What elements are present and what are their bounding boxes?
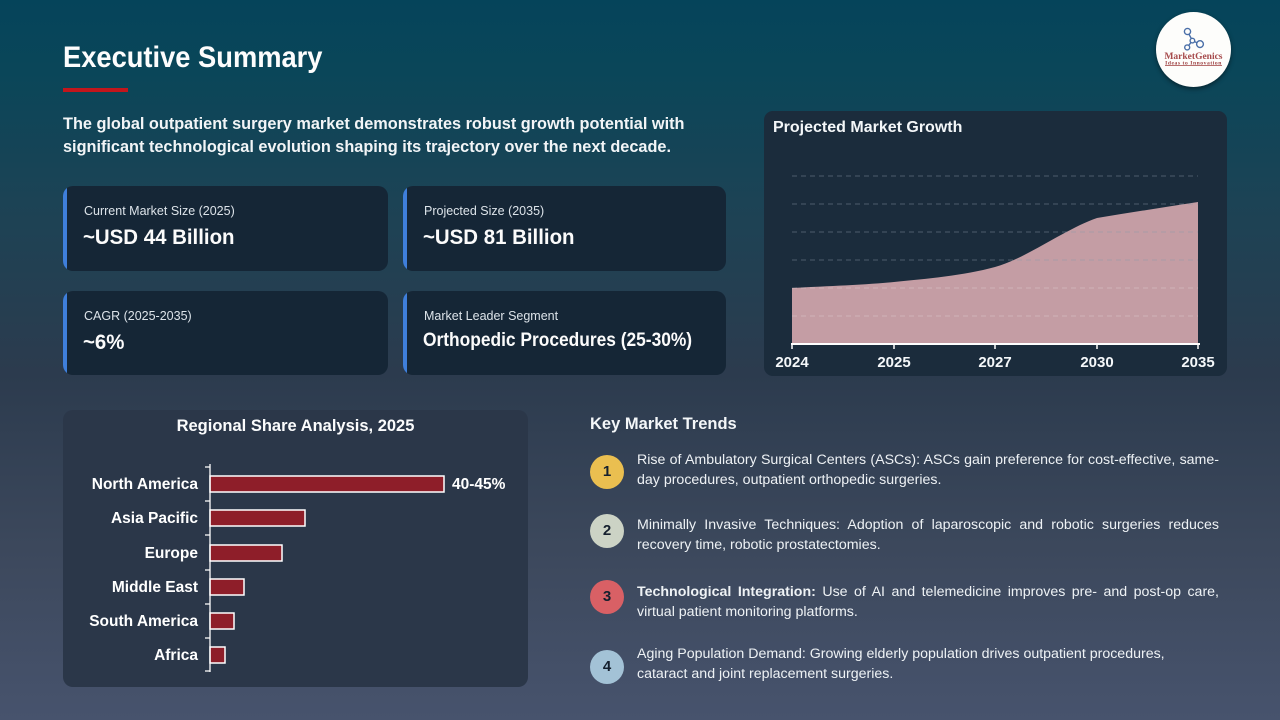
svg-text:Africa: Africa — [154, 647, 198, 664]
svg-text:2035: 2035 — [1181, 354, 1214, 371]
svg-text:2025: 2025 — [877, 354, 910, 371]
svg-text:Middle East: Middle East — [112, 579, 198, 596]
svg-text:North America: North America — [92, 476, 199, 493]
svg-text:2027: 2027 — [978, 354, 1011, 371]
svg-text:2030: 2030 — [1080, 354, 1113, 371]
svg-text:Asia Pacific: Asia Pacific — [111, 510, 198, 527]
svg-text:Europe: Europe — [145, 545, 199, 562]
svg-text:MarketGenics: MarketGenics — [1164, 52, 1222, 62]
svg-text:40-45%: 40-45% — [452, 476, 506, 493]
svg-text:Ideas to Innovation: Ideas to Innovation — [1165, 60, 1222, 66]
svg-text:South America: South America — [89, 613, 198, 630]
svg-text:2024: 2024 — [775, 354, 809, 371]
